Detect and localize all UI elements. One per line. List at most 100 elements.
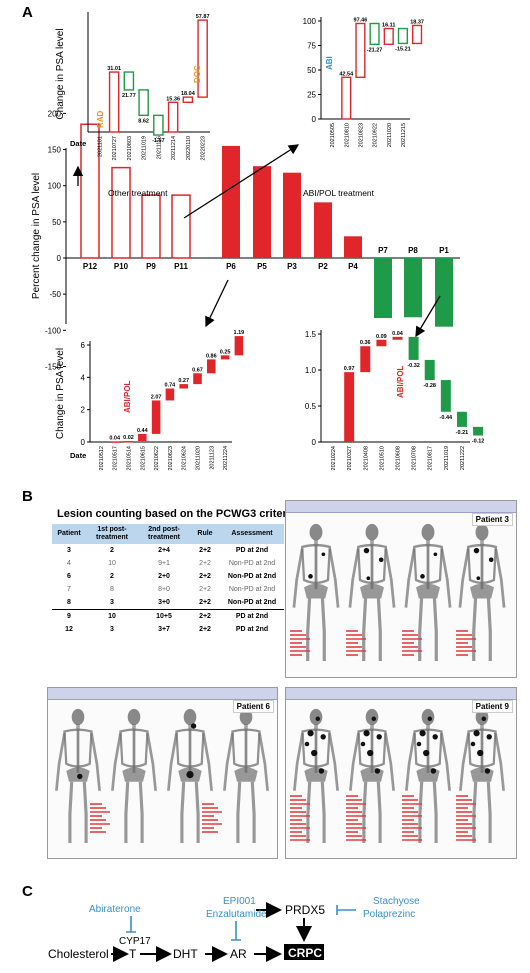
- step-bar: [193, 373, 202, 385]
- step-value-label: -0.21: [456, 430, 469, 436]
- chart-xlabel: Date: [70, 451, 86, 460]
- step-value-label: 31.01: [107, 66, 121, 72]
- drug-label-abi-pol: ABI/POL: [396, 365, 405, 398]
- waterfall-bar: [141, 194, 161, 259]
- label-cyp17: CYP17: [119, 936, 151, 947]
- panel-letter-b: B: [22, 488, 33, 505]
- y-tick-label: 0: [312, 438, 317, 447]
- x-date-label: 20220223: [201, 136, 207, 160]
- table-row: 9 10 10+5 2+2 PD at 2nd: [52, 609, 284, 623]
- step-value-label: 0.44: [137, 428, 149, 434]
- table-header-cell: Rule: [190, 524, 220, 544]
- scan-header-bar: [286, 501, 516, 513]
- table-cell: 2+2: [199, 573, 211, 580]
- node-prdx5: PRDX5: [285, 903, 325, 917]
- step-bar: [234, 336, 244, 356]
- chart-p6-treatment: 6 4 2 0 Change in PSA level Date 20210512 20210…: [55, 330, 244, 470]
- step-value-label: -15.21: [395, 46, 411, 52]
- step-bar: [392, 336, 403, 340]
- lesion-table-title: Lesion counting based on the PCWG3 crite…: [57, 508, 296, 520]
- chart-p12-history: Change in PSA level Date 2021101 20210727 20…: [55, 12, 210, 160]
- step-bar: [341, 76, 352, 120]
- waterfall-bar: [344, 236, 362, 258]
- waterfall-y-tick-label: 200: [48, 109, 62, 118]
- x-date-label: 20210408: [363, 446, 369, 470]
- x-date-label: 20210803: [127, 136, 133, 160]
- waterfall-bar: [80, 123, 100, 259]
- step-value-label: 0.02: [123, 435, 134, 441]
- x-date-label: 20210510: [379, 446, 385, 470]
- table-cell: 8: [110, 586, 114, 593]
- step-bar: [473, 426, 484, 436]
- chart-xlabel: Date: [70, 139, 86, 148]
- x-date-label: 20210622: [154, 446, 160, 470]
- skeleton-figure: [405, 708, 451, 844]
- step-bar: [110, 441, 119, 443]
- drug-abiraterone: Abiraterone: [89, 904, 141, 915]
- x-date-label: 20211019: [444, 446, 450, 470]
- table-cell: 7: [67, 586, 71, 593]
- y-tick-label: 0.5: [305, 402, 317, 411]
- step-bar: [424, 359, 435, 381]
- arrow-to-p6-history: [183, 144, 300, 219]
- x-date-label: 20211019: [142, 136, 148, 160]
- table-cell: 2+2: [199, 586, 211, 593]
- y-tick-label: 75: [307, 42, 316, 51]
- step-bar: [207, 359, 216, 374]
- table-cell: 2+2: [199, 547, 211, 554]
- inhibit-stachyose-polaprezinc: [336, 905, 356, 915]
- waterfall-bar-label: P9: [146, 262, 156, 271]
- waterfall-bar-label: P7: [378, 246, 388, 255]
- table-row: 4 10 9+1 2+2 Non-PD at 2nd: [52, 557, 284, 570]
- step-bar: [197, 19, 208, 98]
- table-cell: 2: [110, 547, 114, 554]
- table-header-cell: Assessment: [220, 524, 284, 544]
- step-bar: [369, 22, 380, 46]
- step-value-label: 0.36: [360, 340, 371, 346]
- y-tick-label: 0: [81, 438, 86, 447]
- table-cell: 2+4: [158, 547, 170, 554]
- waterfall-bar-label: P4: [348, 262, 358, 271]
- x-date-label: 20210817: [428, 446, 434, 470]
- step-value-label: 0.67: [192, 367, 203, 373]
- x-date-label: 20210810: [344, 123, 350, 147]
- skeleton-figure: [348, 523, 396, 662]
- table-cell: Non-PD at 2nd: [227, 599, 277, 606]
- node-dht: DHT: [173, 947, 198, 961]
- waterfall-bar-label: P11: [174, 262, 188, 271]
- waterfall-bar: [171, 194, 191, 259]
- scan-label-patient-6: Patient 6: [232, 700, 274, 713]
- waterfall-bar: [283, 172, 301, 258]
- step-value-label: 0.04: [109, 435, 121, 441]
- chart-ylabel: Change in PSA level: [55, 348, 66, 439]
- x-date-label: 20210922: [373, 123, 379, 147]
- x-date-label: 20220110: [186, 136, 192, 160]
- table-row: 7 8 8+0 2+2 Non-PD at 2nd: [52, 583, 284, 596]
- x-date-label: 20211222: [460, 446, 466, 470]
- step-bar: [383, 27, 394, 46]
- step-bar: [408, 336, 419, 360]
- step-value-label: 42.54: [339, 71, 354, 77]
- node-t: T: [129, 947, 137, 961]
- table-header-cell: Patient: [52, 524, 86, 544]
- waterfall-bar-label: P2: [318, 262, 328, 271]
- drug-enzalutamide: Enzalutamide: [206, 909, 267, 920]
- table-header-cell: 1st post-treatment: [86, 524, 138, 544]
- step-bar: [179, 384, 188, 389]
- step-bar: [397, 27, 409, 45]
- drug-stachyose: Stachyose: [373, 896, 420, 907]
- step-value-label: -1.57: [152, 138, 165, 144]
- node-ar: AR: [230, 947, 247, 961]
- drug-label-abi: ABI: [325, 56, 334, 70]
- panel-letter-c: C: [22, 883, 33, 900]
- table-cell: 4: [67, 560, 71, 567]
- waterfall-y-tick-label: 0: [57, 254, 62, 263]
- x-date-label: 20211224: [223, 446, 229, 470]
- waterfall-group-abi: ABI/POL treatment: [303, 188, 375, 198]
- x-date-label: 20211116: [156, 136, 162, 159]
- x-date-label: 20210823: [358, 123, 364, 147]
- scan-patient-6: Patient 6: [47, 687, 278, 859]
- step-bar: [182, 96, 194, 104]
- step-value-label: 21.77: [122, 93, 136, 99]
